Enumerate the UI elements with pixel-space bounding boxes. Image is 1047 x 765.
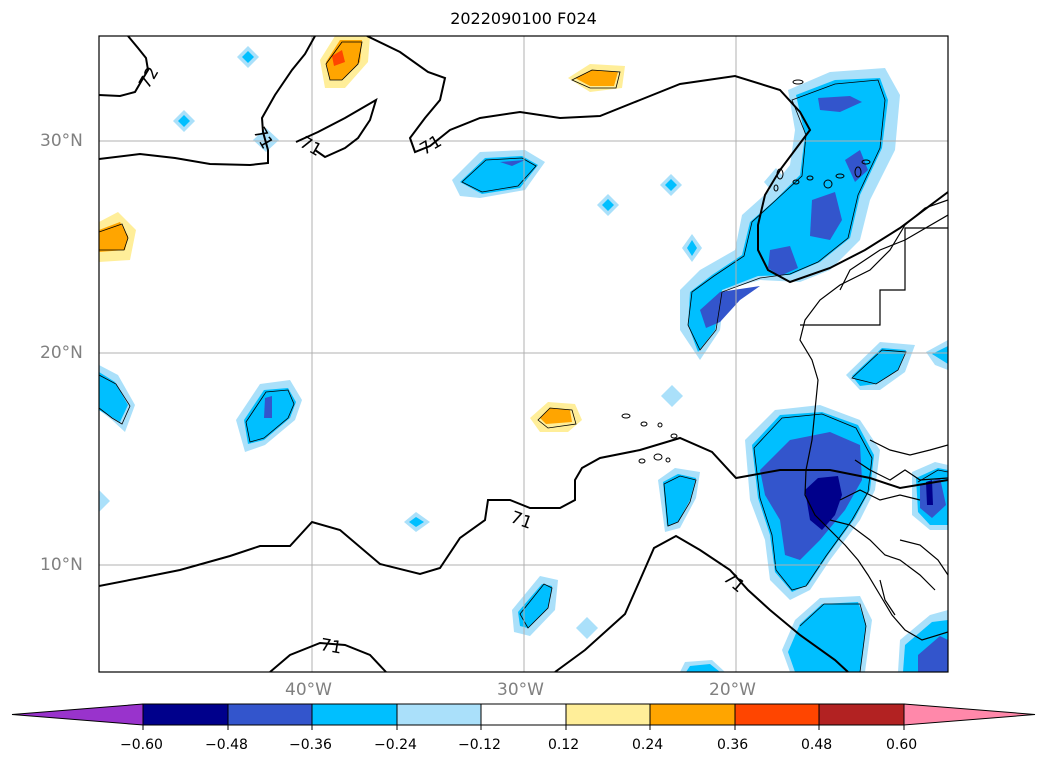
graticule [99, 36, 948, 672]
contour-71-bottom [269, 641, 387, 672]
shade-royal-5 [845, 150, 868, 182]
shade-navy-2 [926, 480, 933, 505]
shade-diamond-10 [764, 168, 788, 196]
shade-blue-1 [688, 78, 888, 352]
africa-coast [799, 199, 948, 641]
shade-blue-9 [663, 474, 696, 526]
colorbar-tick-label: 0.60 [886, 737, 918, 753]
colorbar-bin-7 [649, 703, 736, 726]
shade-royal-4 [700, 286, 760, 328]
shade-diamond-6 [661, 385, 683, 407]
shade-diamond-3-core [602, 199, 614, 211]
shade-diamond-7 [576, 617, 598, 639]
shade-orange-4 [540, 408, 572, 424]
lat-label-30n: 30°N [40, 131, 83, 151]
contour-71-loop [295, 97, 378, 159]
contour-71-south [554, 534, 849, 672]
shade-blue-12 [932, 346, 948, 364]
colorbar-tick-label: −0.36 [289, 737, 332, 753]
shade-royal-2 [810, 192, 842, 240]
lat-label-20n: 20°N [40, 343, 83, 363]
colorbar-tick-label: −0.24 [374, 737, 417, 753]
islands [621, 79, 871, 464]
colorbar-bin-6 [565, 703, 651, 726]
shade-outlines [99, 41, 948, 672]
colorbar-bin-8 [734, 703, 820, 726]
colorbar-tick-label: 0.48 [801, 737, 833, 753]
colorbar-over-arrow [903, 703, 1036, 726]
contour-71-north-west [99, 36, 316, 167]
colorbar-bin-3 [311, 703, 398, 726]
colorbar-tick-label: −0.12 [458, 737, 501, 753]
shade-diamond-8-core [409, 517, 424, 527]
lon-label-40w: 40°W [285, 680, 332, 700]
contour-label-71-f: 71 [319, 635, 344, 658]
shade-blue-11 [852, 348, 906, 386]
border-8 [899, 539, 948, 576]
plot-title: 2022090100 F024 [450, 9, 597, 28]
shade-royal-1 [818, 96, 862, 112]
colorbar-ticks [142, 725, 905, 730]
colorbar-under-arrow [11, 703, 144, 726]
madeira [792, 79, 804, 85]
shade-blue-8 [99, 372, 128, 422]
border-1 [800, 227, 948, 326]
contour-lines [99, 36, 948, 672]
border-2 [839, 214, 948, 291]
map-frame [98, 35, 949, 673]
shade-red-1 [332, 50, 345, 66]
lat-label-10n: 10°N [40, 555, 83, 575]
contour-71-middle [99, 436, 948, 587]
colorbar-tick-label: 0.36 [717, 737, 749, 753]
border-4 [839, 489, 921, 501]
border-3 [854, 459, 948, 481]
lon-label-20w: 20°W [709, 680, 756, 700]
colorbar-bin-1 [142, 703, 229, 726]
shade-royal-9 [500, 160, 525, 166]
shade-diamond-2-core [178, 115, 190, 127]
coastlines [799, 199, 948, 641]
colorbar-bin-9 [818, 703, 905, 726]
colorbar-bin-4 [396, 703, 482, 726]
shade-royal-3 [768, 246, 798, 276]
shade-blue-10 [518, 584, 552, 628]
colorbar-tick-label: 0.12 [548, 737, 580, 753]
colorbar-bin-5 [480, 703, 567, 726]
contour-71-north [366, 36, 948, 284]
shade-navy-1 [805, 476, 842, 530]
border-7 [879, 579, 896, 616]
lon-label-30w: 30°W [497, 680, 544, 700]
border-5 [829, 519, 936, 591]
colorbar-tick-label: 0.24 [632, 737, 664, 753]
shade-diamond-5-core [687, 240, 697, 256]
contour-72 [99, 36, 150, 98]
shade-royal-10 [264, 396, 272, 418]
colorbar-tick-label: −0.48 [205, 737, 248, 753]
shade-orange-2 [575, 70, 618, 86]
shade-blue-13 [686, 664, 720, 672]
colorbar-tick-label: −0.60 [120, 737, 163, 753]
border-6 [869, 439, 948, 456]
colorbar-bin-2 [227, 703, 313, 726]
shade-diamond-9 [99, 490, 110, 512]
shade-diamond-4-core [665, 179, 677, 191]
shade-diamond-1-core [242, 51, 254, 63]
colorbar [11, 703, 1036, 726]
shade-royal-8 [918, 636, 948, 672]
